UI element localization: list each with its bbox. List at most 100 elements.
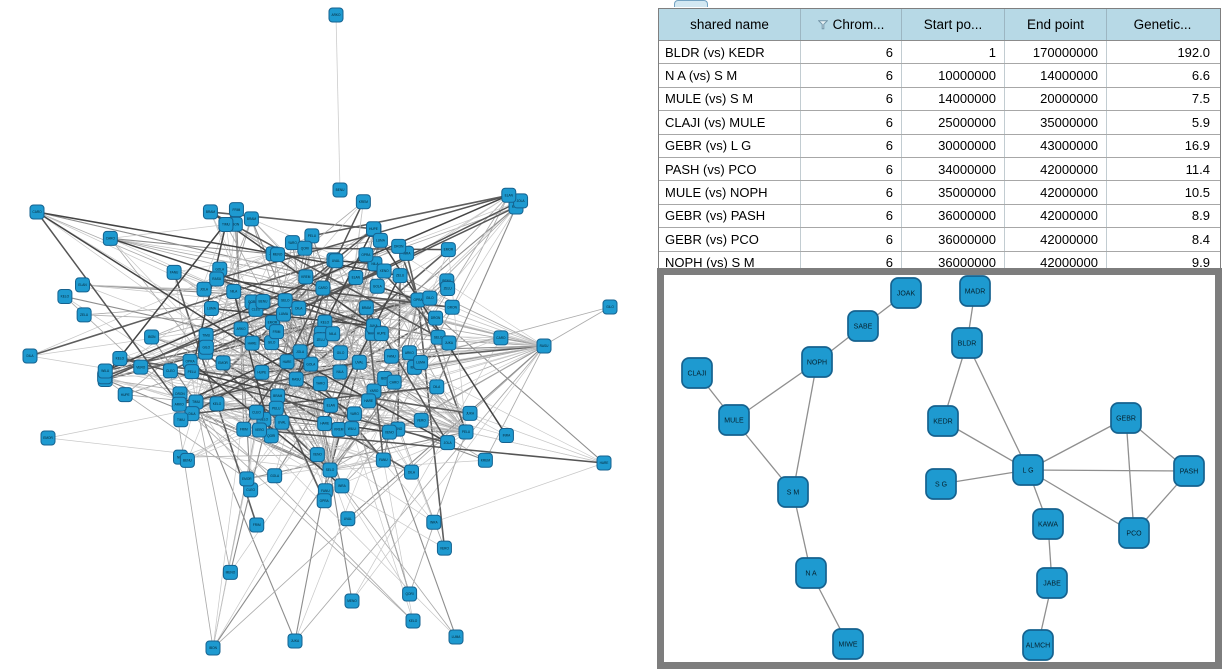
network-node[interactable]: INRA [498,428,514,444]
network-node[interactable]: KREM [298,269,314,285]
overview-network-canvas[interactable]: ARKO BENU CARO DILA EMOR FANU GILO HARE IBON JUKA… [0,0,655,669]
network-node[interactable]: CARO [315,280,331,296]
table-row[interactable]: PASH (vs) PCO 6 34000000 42000000 11.4 [659,157,1220,182]
network-node[interactable]: EMOR [40,430,56,446]
network-node[interactable]: NILA [325,326,341,342]
network-node[interactable]: OPRA [316,493,332,509]
network-node[interactable]: CARO [386,374,402,390]
network-node[interactable]: NOPH [801,346,833,378]
network-node[interactable]: HUPE [117,387,133,403]
network-node[interactable]: EMOR [215,355,231,371]
network-node[interactable]: BENU [332,182,348,198]
network-node[interactable]: SABE [847,310,879,342]
network-node[interactable]: ARKO [233,321,249,337]
network-node[interactable]: YARO [312,376,328,392]
network-node[interactable]: TIMU [218,216,234,232]
network-node[interactable]: FANU [375,452,391,468]
network-node[interactable]: BENU [179,452,195,468]
table-row[interactable]: N A (vs) S M 6 10000000 14000000 6.6 [659,64,1220,88]
network-node[interactable]: FRIM [228,202,244,218]
network-node[interactable]: SELO [277,293,293,309]
network-node[interactable]: VERO [252,422,268,438]
network-node[interactable]: JOLA [440,435,456,451]
network-node[interactable]: YARO [346,406,362,422]
network-node[interactable]: FRIM [249,517,265,533]
network-node[interactable]: QORI [402,586,418,602]
network-node[interactable]: MIWE [832,628,864,660]
column-header-chromosome[interactable]: Chrom... [801,9,902,40]
network-node[interactable]: FANU [383,348,399,364]
network-node[interactable]: KREM [331,422,347,438]
network-node[interactable]: FRIM [236,421,252,437]
network-node[interactable]: JOLA [196,281,212,297]
network-node[interactable]: KELO [112,350,128,366]
network-node[interactable]: PASH [1173,455,1205,487]
network-node[interactable]: INRA [334,478,350,494]
network-node[interactable]: PELU [458,424,474,440]
network-node[interactable]: JUKA [441,335,457,351]
column-header-start-position[interactable]: Start po... [902,9,1005,40]
network-node[interactable]: HUPE [254,364,270,380]
table-row[interactable]: GEBR (vs) PCO 6 36000000 42000000 8.4 [659,228,1220,252]
table-row[interactable]: CLAJI (vs) MULE 6 25000000 35000000 5.9 [659,111,1220,135]
network-node[interactable]: KEDR [927,405,959,437]
network-node[interactable]: HARE [279,354,295,370]
network-node[interactable]: XENO [381,424,397,440]
network-node[interactable]: HARE [244,335,260,351]
network-node[interactable]: SELO [322,462,338,478]
network-node[interactable]: EMOR [239,471,255,487]
network-node[interactable]: GILO [602,299,618,315]
table-row[interactable]: BLDR (vs) KEDR 6 1 170000000 192.0 [659,41,1220,65]
network-node[interactable]: RASU [288,371,304,387]
network-node[interactable]: KELO [209,396,225,412]
network-node[interactable]: WILU [97,363,113,379]
network-node[interactable]: LUMA [372,232,388,248]
network-node[interactable]: TIMU [173,412,189,428]
network-node[interactable]: OPRA [358,247,374,263]
network-node[interactable]: BENU [255,294,271,310]
column-header-genetic[interactable]: Genetic... [1133,17,1192,32]
network-node[interactable]: ZELU [76,307,92,323]
funnel-icon[interactable] [817,19,829,30]
network-node[interactable]: HUPE [373,326,389,342]
network-node[interactable]: CARO [493,330,509,346]
network-node[interactable]: DILA [404,464,420,480]
network-node[interactable]: WILU [344,421,360,437]
network-node[interactable]: DRON [428,310,444,326]
network-node[interactable]: ARKO [171,396,187,412]
network-node[interactable]: GEBR [1110,402,1142,434]
network-node[interactable]: UVAL [274,414,290,430]
network-node[interactable]: BRAM [243,211,259,227]
network-node[interactable]: ELAN [348,270,364,286]
network-node[interactable]: KREM [355,194,371,210]
network-node[interactable]: PCO [1118,517,1150,549]
table-row[interactable]: GEBR (vs) L G 6 30000000 43000000 16.9 [659,134,1220,158]
network-node[interactable]: XENO [309,447,325,463]
network-node[interactable]: DILA [291,300,307,316]
network-node[interactable]: QORI [297,240,313,256]
overview-network-view[interactable]: ARKO BENU CARO DILA EMOR FANU GILO HARE IBON JUKA… [0,0,655,669]
network-node[interactable]: GILO [422,290,438,306]
column-header-end-point[interactable]: End point [1005,9,1107,40]
table-row[interactable]: GEBR (vs) PASH 6 36000000 42000000 8.9 [659,204,1220,229]
network-node[interactable]: BRAM [202,204,218,220]
network-node[interactable]: ALMCH [1022,629,1054,661]
network-node[interactable]: ELAN [75,277,91,293]
network-node[interactable]: KELO [405,613,421,629]
network-node[interactable]: MENO [270,247,286,263]
network-node[interactable]: EMOR [440,242,456,258]
network-node[interactable]: IBON [144,329,160,345]
network-node[interactable]: MENO [344,593,360,609]
network-node[interactable]: CARO [102,230,118,246]
network-node[interactable]: RASU [209,271,225,287]
network-node[interactable]: UVAL [351,354,367,370]
network-node[interactable]: ARKO [401,345,417,361]
network-node[interactable]: MADR [959,275,991,307]
network-node[interactable]: KELO [57,289,73,305]
network-node[interactable]: JUKA [462,405,478,421]
network-node[interactable]: GILO [198,339,214,355]
network-node[interactable]: FANU [166,264,182,280]
network-node[interactable]: DRON [444,299,460,315]
panel-tab-stub[interactable] [674,0,708,7]
network-node[interactable]: XENO [376,263,392,279]
